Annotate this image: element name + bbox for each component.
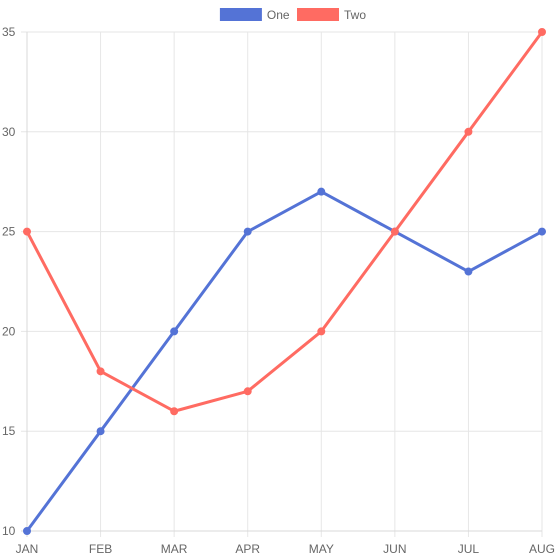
- legend-item-one[interactable]: One: [219, 8, 290, 22]
- legend-label: Two: [344, 8, 366, 22]
- x-tick-label: JAN: [16, 542, 39, 556]
- y-tick-label: 25: [2, 225, 16, 239]
- x-tick-label: JUN: [383, 542, 406, 556]
- x-tick-label: FEB: [89, 542, 112, 556]
- y-tick-label: 15: [2, 424, 16, 438]
- grid: [21, 31, 543, 537]
- series-two: [23, 28, 546, 416]
- data-point-one[interactable]: [464, 267, 473, 276]
- data-point-one[interactable]: [170, 327, 179, 336]
- data-point-one[interactable]: [23, 527, 31, 535]
- y-axis-ticks: 10 15 20 25 30 35: [2, 25, 16, 538]
- y-tick-label: 30: [2, 125, 16, 139]
- data-point-two[interactable]: [96, 367, 105, 376]
- data-point-two[interactable]: [170, 407, 179, 416]
- data-point-two[interactable]: [464, 127, 473, 136]
- series-one: [23, 187, 546, 535]
- legend-swatch: [219, 8, 262, 21]
- data-point-one[interactable]: [538, 227, 546, 236]
- x-tick-label: MAY: [309, 542, 334, 556]
- data-point-one[interactable]: [243, 227, 252, 236]
- x-tick-label: MAR: [161, 542, 188, 556]
- x-axis-ticks: JAN FEB MAR APR MAY JUN JUL AUG: [16, 542, 555, 556]
- data-point-two[interactable]: [243, 387, 252, 396]
- y-tick-label: 10: [2, 524, 16, 538]
- y-tick-label: 35: [2, 25, 16, 39]
- legend-item-two[interactable]: Two: [297, 8, 366, 22]
- series-line-one: [25, 190, 544, 533]
- x-tick-label: APR: [235, 542, 260, 556]
- y-tick-label: 20: [2, 324, 16, 338]
- x-tick-label: AUG: [529, 542, 555, 556]
- legend[interactable]: One Two: [219, 8, 366, 22]
- data-point-one[interactable]: [96, 427, 105, 436]
- legend-label: One: [267, 8, 290, 22]
- data-point-two[interactable]: [390, 227, 399, 236]
- data-point-two[interactable]: [538, 28, 546, 36]
- legend-swatch: [297, 8, 339, 21]
- x-tick-label: JUL: [458, 542, 480, 556]
- data-point-two[interactable]: [317, 327, 326, 336]
- series-layer: [23, 28, 546, 535]
- data-point-one[interactable]: [317, 187, 326, 196]
- series-line-two: [25, 30, 544, 413]
- data-point-two[interactable]: [23, 227, 31, 236]
